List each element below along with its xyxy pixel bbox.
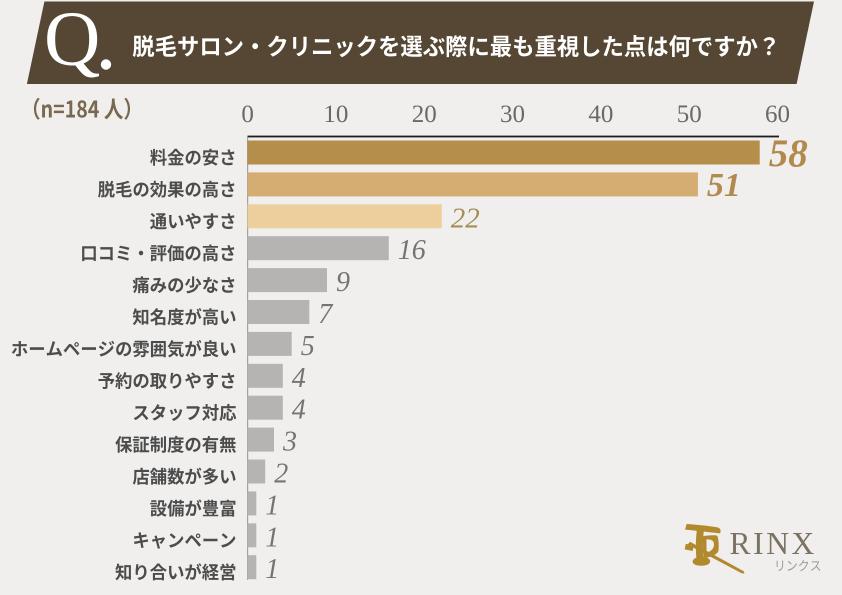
svg-text:60: 60 xyxy=(765,101,790,128)
svg-text:4: 4 xyxy=(292,395,306,426)
svg-text:1: 1 xyxy=(265,554,279,585)
svg-text:1: 1 xyxy=(265,522,279,553)
svg-text:0: 0 xyxy=(241,101,254,128)
svg-text:5: 5 xyxy=(301,331,315,362)
svg-text:2: 2 xyxy=(274,459,288,490)
svg-text:Q: Q xyxy=(44,0,100,82)
svg-text:10: 10 xyxy=(323,101,348,128)
svg-text:22: 22 xyxy=(451,202,480,234)
svg-text:7: 7 xyxy=(318,299,333,330)
svg-text:20: 20 xyxy=(412,101,437,128)
svg-text:51: 51 xyxy=(707,167,741,204)
svg-text:16: 16 xyxy=(398,235,426,266)
svg-text:3: 3 xyxy=(282,427,297,458)
svg-text:50: 50 xyxy=(677,101,702,128)
svg-text:9: 9 xyxy=(336,267,350,298)
svg-text:1: 1 xyxy=(265,490,279,521)
svg-text:30: 30 xyxy=(500,101,525,128)
svg-text:40: 40 xyxy=(588,101,613,128)
svg-text:RINX: RINX xyxy=(730,526,817,561)
svg-text:58: 58 xyxy=(769,132,808,175)
svg-text:4: 4 xyxy=(292,363,306,394)
